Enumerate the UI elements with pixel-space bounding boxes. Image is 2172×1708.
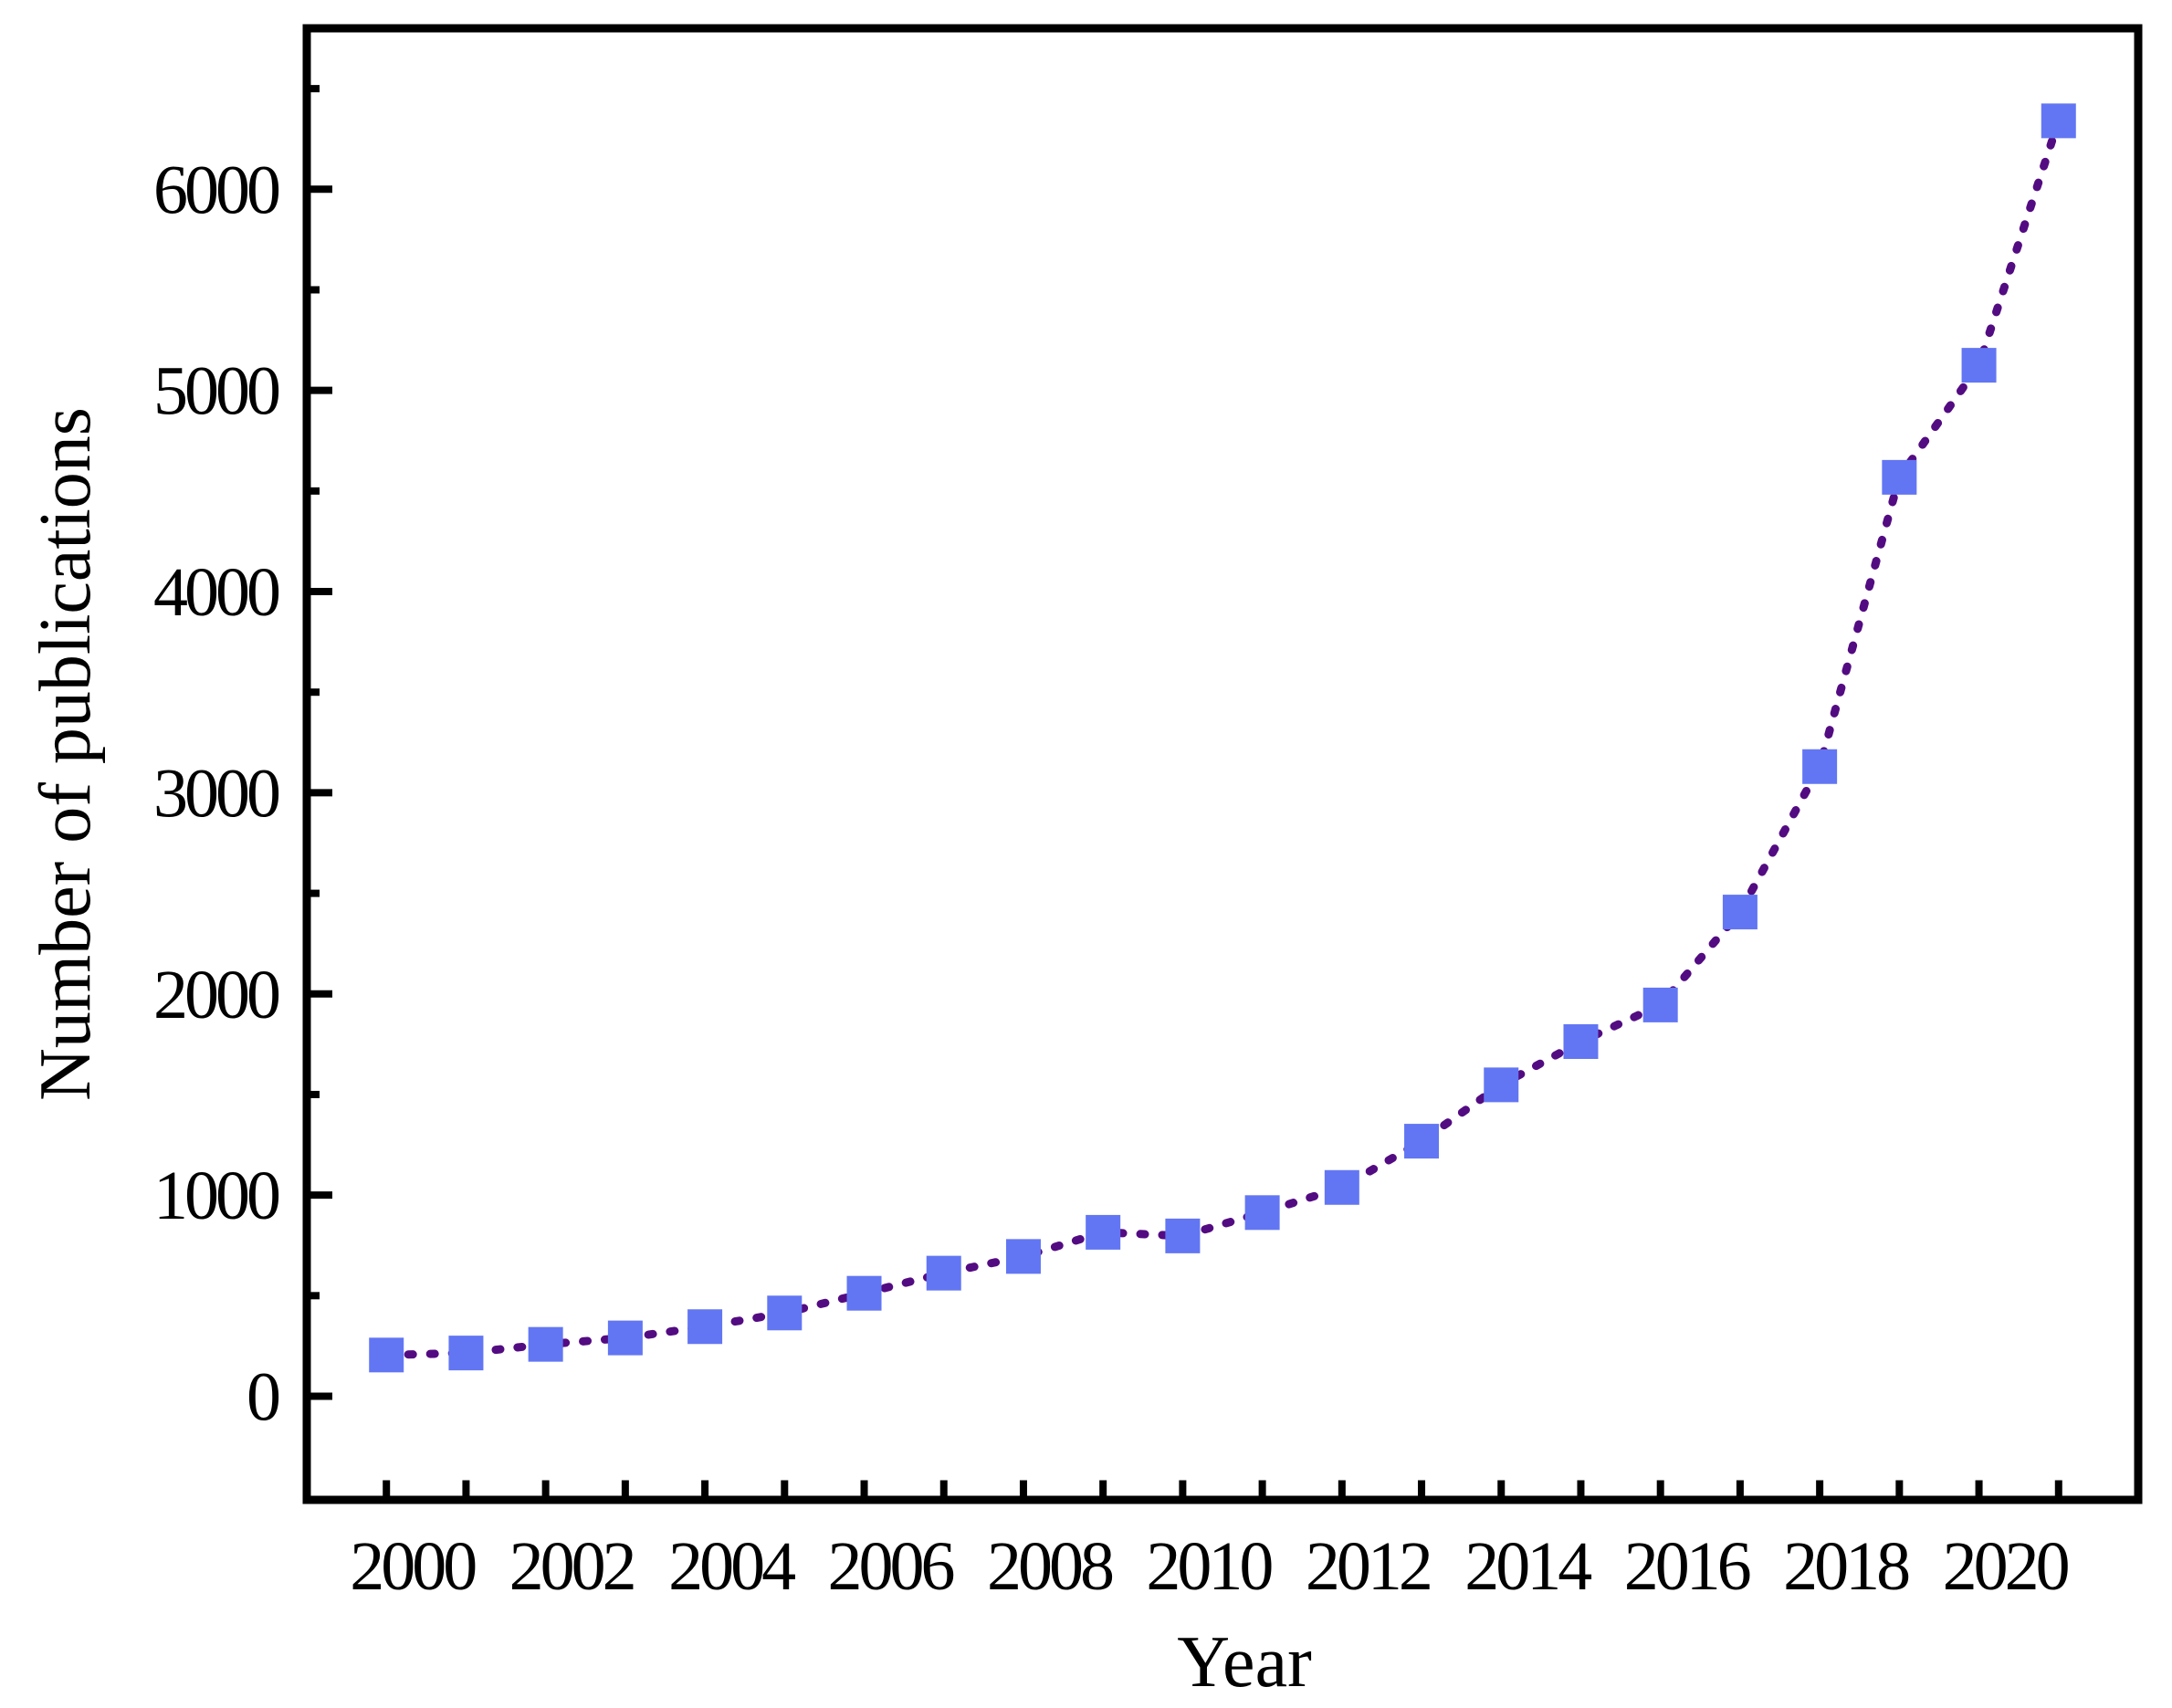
data-point-2010 — [1165, 1218, 1201, 1253]
y-tick-label: 4000 — [153, 554, 279, 631]
x-axis-title: Year — [1177, 1622, 1312, 1703]
data-point-2017 — [1722, 895, 1758, 930]
plot-frame — [302, 24, 2143, 1504]
series-dotted-line — [382, 116, 2063, 1359]
y-tick-label: 3000 — [153, 755, 279, 832]
y-tick-label: 5000 — [153, 353, 279, 430]
data-point-2001 — [448, 1336, 484, 1371]
x-tick-label: 2020 — [1943, 1528, 2069, 1605]
x-tick-label: 2006 — [828, 1528, 954, 1605]
y-tick-label: 0 — [247, 1359, 279, 1436]
data-point-2004 — [687, 1309, 723, 1345]
data-point-2021 — [2041, 103, 2076, 139]
x-tick-label: 2002 — [509, 1528, 634, 1605]
data-point-2020 — [1961, 348, 1997, 383]
x-tick-label: 2016 — [1624, 1528, 1750, 1605]
x-tick-label: 2012 — [1306, 1528, 1430, 1605]
data-point-2000 — [369, 1337, 404, 1373]
data-point-2009 — [1086, 1214, 1121, 1250]
y-tick-label: 2000 — [153, 957, 279, 1033]
data-point-2014 — [1484, 1067, 1519, 1103]
data-point-2012 — [1324, 1169, 1359, 1205]
y-tick-label: 1000 — [153, 1158, 279, 1234]
y-axis-title: Number of publications — [26, 407, 106, 1101]
data-point-2003 — [607, 1320, 643, 1356]
data-point-2016 — [1642, 987, 1678, 1022]
data-point-2002 — [528, 1326, 563, 1362]
x-tick-label: 2010 — [1146, 1528, 1272, 1605]
x-tick-label: 2008 — [987, 1528, 1113, 1605]
data-point-2011 — [1244, 1195, 1280, 1231]
data-point-2013 — [1404, 1124, 1440, 1159]
x-tick-label: 2018 — [1783, 1528, 1909, 1605]
y-tick-label: 6000 — [153, 152, 279, 228]
x-tick-label: 2004 — [668, 1528, 795, 1605]
x-tick-label: 2000 — [350, 1528, 476, 1605]
data-point-2007 — [926, 1255, 961, 1291]
data-point-2019 — [1882, 459, 1917, 495]
data-point-2008 — [1005, 1239, 1041, 1274]
data-point-2018 — [1802, 749, 1838, 784]
data-point-2006 — [846, 1275, 882, 1311]
x-tick-label: 2014 — [1464, 1528, 1591, 1605]
data-point-2005 — [767, 1295, 803, 1331]
data-point-2015 — [1563, 1023, 1599, 1059]
